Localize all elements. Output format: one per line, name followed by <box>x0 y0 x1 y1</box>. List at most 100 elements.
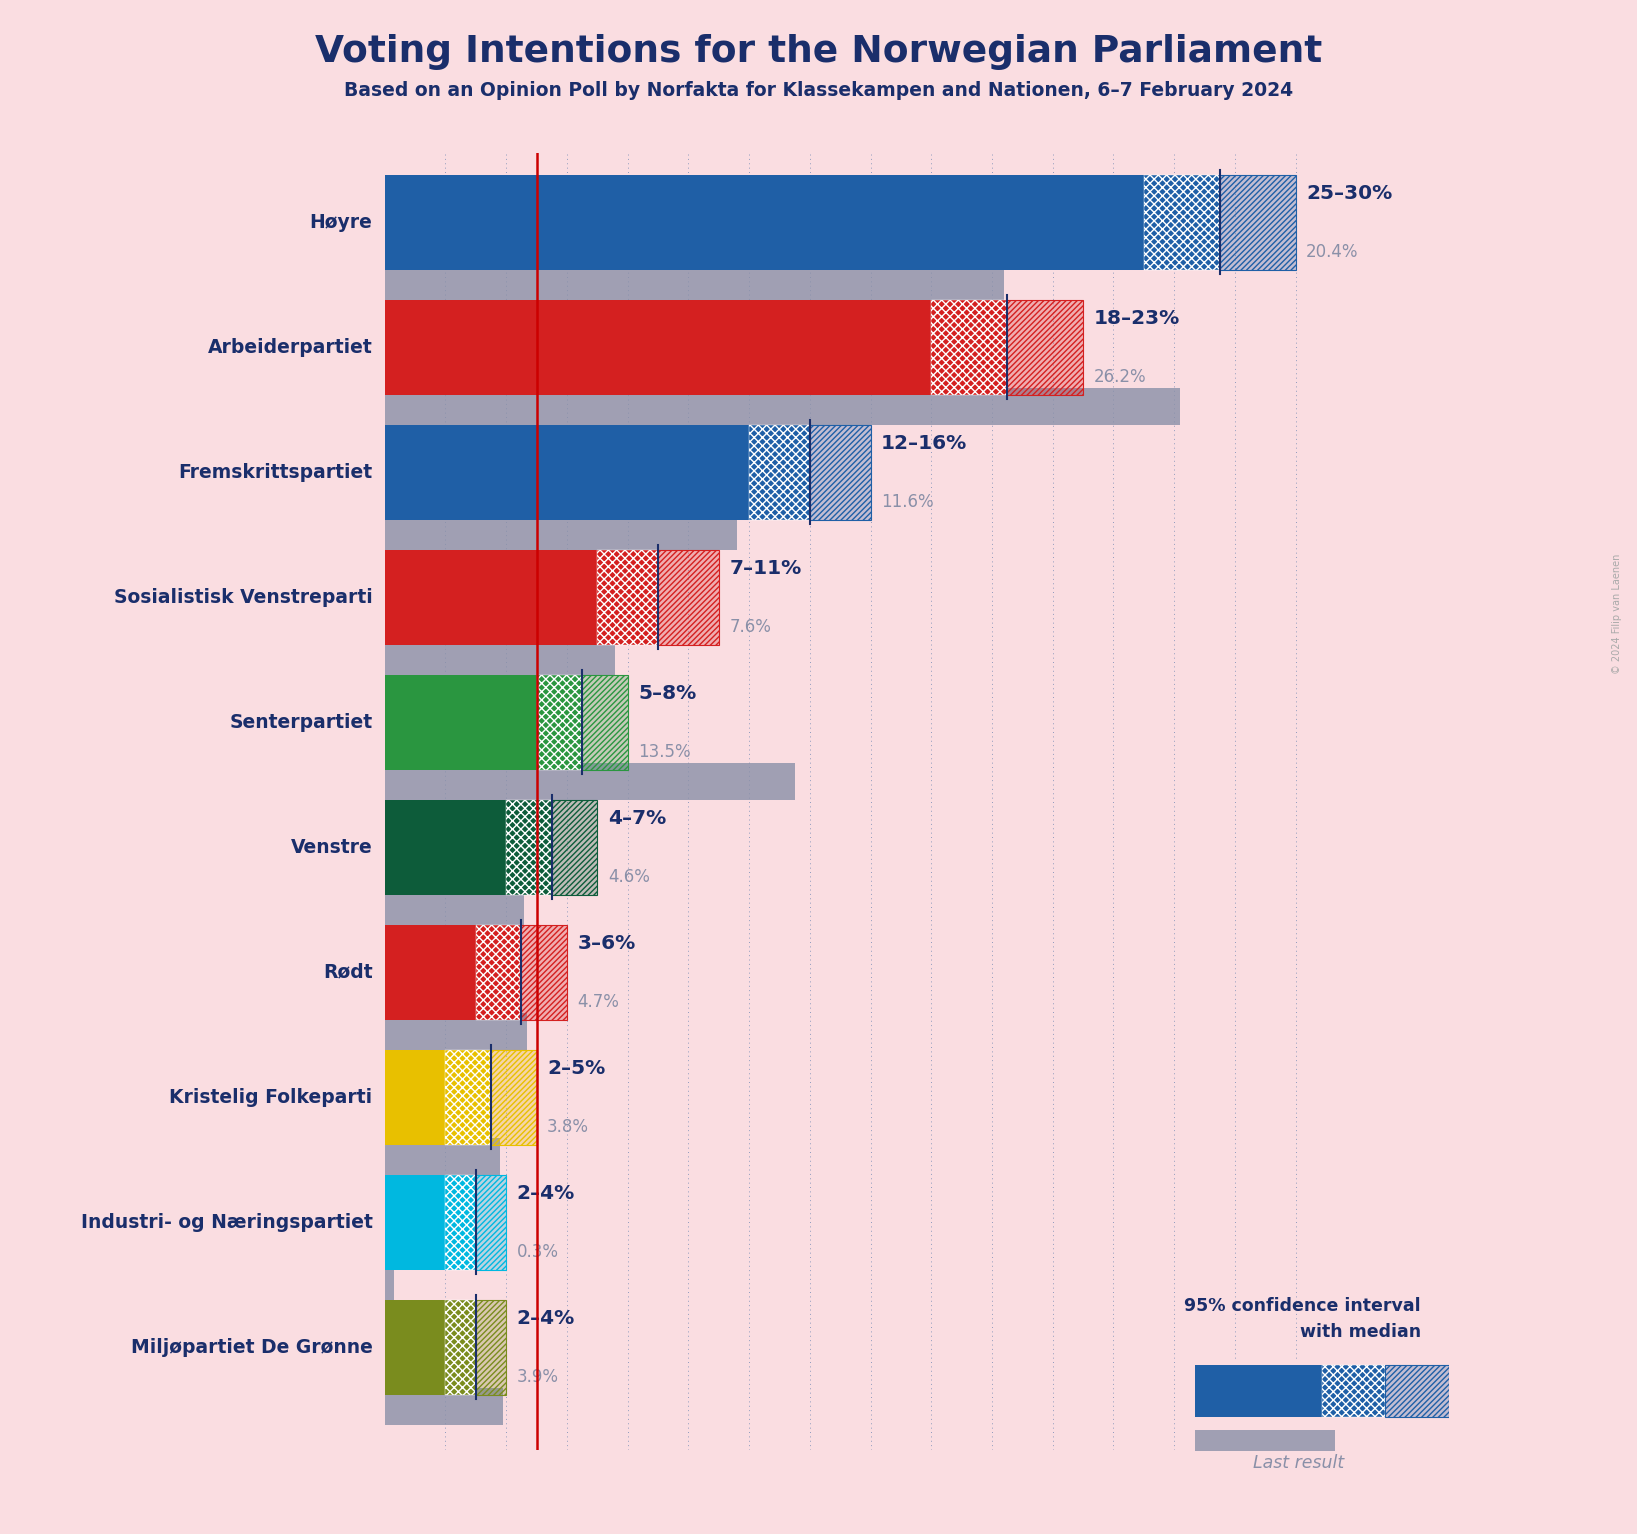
Bar <box>598 549 658 644</box>
Bar <box>476 1175 506 1270</box>
Text: 7.6%: 7.6% <box>730 618 771 637</box>
Bar <box>385 675 537 770</box>
Text: 95% confidence interval: 95% confidence interval <box>1184 1296 1421 1315</box>
Bar <box>385 762 794 801</box>
Text: Based on an Opinion Poll by Norfakta for Klassekampen and Nationen, 6–7 February: Based on an Opinion Poll by Norfakta for… <box>344 81 1293 100</box>
Bar <box>1385 1365 1449 1417</box>
Bar <box>385 1012 527 1051</box>
Text: Kristelig Folkeparti: Kristelig Folkeparti <box>169 1088 373 1106</box>
Text: Fremskrittspartiet: Fremskrittspartiet <box>178 463 373 482</box>
Text: 3–6%: 3–6% <box>578 934 635 953</box>
Bar <box>658 549 719 644</box>
Bar <box>445 1049 491 1144</box>
Bar <box>750 425 810 520</box>
Bar <box>385 512 737 551</box>
Bar <box>521 925 566 1020</box>
Bar <box>385 388 1180 425</box>
Text: with median: with median <box>1300 1322 1421 1341</box>
Bar <box>583 675 627 770</box>
Bar <box>385 299 931 394</box>
Bar <box>750 425 810 520</box>
Bar <box>931 299 1007 394</box>
Bar <box>537 675 583 770</box>
Bar <box>1385 1365 1449 1417</box>
Text: Voting Intentions for the Norwegian Parliament: Voting Intentions for the Norwegian Parl… <box>314 34 1323 71</box>
Bar <box>1220 175 1295 270</box>
Text: 3.9%: 3.9% <box>517 1368 558 1387</box>
Bar <box>1323 1365 1385 1417</box>
Bar <box>583 675 627 770</box>
Bar <box>598 549 658 644</box>
Bar <box>476 925 521 1020</box>
Bar <box>385 1049 445 1144</box>
Bar <box>931 299 1007 394</box>
Bar <box>552 799 598 894</box>
Bar <box>385 262 1003 301</box>
Bar <box>445 1175 476 1270</box>
Text: Sosialistisk Venstreparti: Sosialistisk Venstreparti <box>115 588 373 606</box>
Bar <box>1220 175 1295 270</box>
Bar <box>445 1049 491 1144</box>
Bar <box>385 1262 395 1301</box>
Text: 25–30%: 25–30% <box>1306 184 1393 202</box>
Text: 7–11%: 7–11% <box>730 558 802 578</box>
Text: 3.8%: 3.8% <box>547 1118 589 1137</box>
Text: Senterpartiet: Senterpartiet <box>229 713 373 732</box>
Bar <box>385 1175 445 1270</box>
Bar <box>385 638 616 675</box>
Bar <box>385 1299 445 1394</box>
Text: Industri- og Næringspartiet: Industri- og Næringspartiet <box>80 1213 373 1232</box>
Text: 2–4%: 2–4% <box>517 1309 575 1328</box>
Bar <box>1007 299 1084 394</box>
Bar <box>476 925 521 1020</box>
Bar <box>658 549 719 644</box>
Bar <box>476 1175 506 1270</box>
Text: 20.4%: 20.4% <box>1306 244 1359 261</box>
Bar <box>1195 1430 1334 1451</box>
Text: 4–7%: 4–7% <box>607 808 666 828</box>
Text: Høyre: Høyre <box>309 213 373 232</box>
Bar <box>385 888 524 925</box>
Text: 5–8%: 5–8% <box>638 684 696 703</box>
Text: Miljøpartiet De Grønne: Miljøpartiet De Grønne <box>131 1338 373 1356</box>
Bar <box>552 799 598 894</box>
Bar <box>445 1299 476 1394</box>
Text: Arbeiderpartiet: Arbeiderpartiet <box>208 337 373 356</box>
Bar <box>506 799 552 894</box>
Text: 12–16%: 12–16% <box>881 434 967 453</box>
Bar <box>537 675 583 770</box>
Bar <box>476 1299 506 1394</box>
Bar <box>476 1299 506 1394</box>
Text: 4.7%: 4.7% <box>578 992 619 1011</box>
Bar <box>810 425 871 520</box>
Text: 0.3%: 0.3% <box>517 1243 558 1261</box>
Text: © 2024 Filip van Laenen: © 2024 Filip van Laenen <box>1612 554 1622 673</box>
Text: 2–5%: 2–5% <box>547 1058 606 1078</box>
Text: Last result: Last result <box>1252 1454 1344 1473</box>
Bar <box>445 1175 476 1270</box>
Bar <box>491 1049 537 1144</box>
Bar <box>1144 175 1220 270</box>
Bar <box>385 1138 499 1175</box>
Bar <box>1144 175 1220 270</box>
Text: 13.5%: 13.5% <box>638 742 691 761</box>
Bar <box>810 425 871 520</box>
Bar <box>445 1299 476 1394</box>
Bar <box>385 425 750 520</box>
Bar <box>1195 1365 1323 1417</box>
Text: Venstre: Venstre <box>291 838 373 856</box>
Text: 4.6%: 4.6% <box>607 868 650 887</box>
Text: Rødt: Rødt <box>322 963 373 982</box>
Bar <box>521 925 566 1020</box>
Bar <box>385 549 598 644</box>
Text: 18–23%: 18–23% <box>1094 308 1180 328</box>
Text: 2–4%: 2–4% <box>517 1184 575 1203</box>
Text: 26.2%: 26.2% <box>1094 368 1146 387</box>
Bar <box>385 1388 503 1425</box>
Bar <box>385 925 476 1020</box>
Bar <box>1007 299 1084 394</box>
Bar <box>385 799 506 894</box>
Bar <box>385 175 1144 270</box>
Text: 11.6%: 11.6% <box>881 492 933 511</box>
Bar <box>506 799 552 894</box>
